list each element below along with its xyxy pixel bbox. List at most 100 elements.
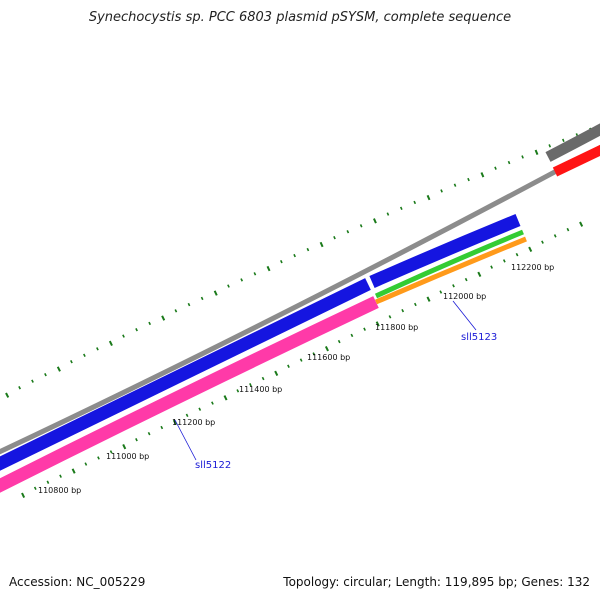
minor-tick (494, 166, 497, 170)
minor-tick (287, 364, 290, 368)
gene-label-leader (174, 419, 197, 461)
minor-tick (333, 235, 336, 240)
forward-cds-arc[interactable] (0, 278, 371, 471)
major-tick (172, 419, 177, 426)
major-tick (161, 315, 166, 321)
topology-summary: Topology: circular; Length: 119,895 bp; … (283, 575, 590, 589)
minor-tick (337, 339, 341, 344)
major-tick (223, 395, 228, 401)
minor-tick (122, 334, 125, 338)
major-tick (373, 218, 377, 224)
minor-tick (33, 486, 37, 491)
minor-tick (359, 224, 363, 228)
major-tick (528, 246, 533, 252)
major-tick (266, 265, 271, 272)
minor-tick (59, 474, 62, 478)
minor-tick (147, 431, 151, 436)
major-tick (477, 271, 482, 277)
minor-tick (346, 230, 350, 234)
minor-tick (148, 321, 152, 326)
major-tick (122, 444, 127, 450)
major-tick (274, 370, 279, 376)
minor-tick (548, 144, 552, 148)
reverse-cds-arc-sll5122[interactable] (0, 296, 379, 493)
major-tick (21, 492, 26, 498)
outer-tick-track (5, 127, 593, 398)
major-tick (534, 149, 539, 156)
ruler-label: 111000 bp (106, 452, 149, 461)
minor-tick (198, 407, 202, 411)
major-tick (319, 241, 324, 248)
minor-tick (413, 200, 417, 205)
forward-cds-arc-2[interactable] (369, 213, 521, 288)
minor-tick (174, 309, 178, 313)
minor-tick (249, 382, 252, 387)
ruler-label: 110800 bp (38, 486, 81, 495)
minor-tick (160, 425, 164, 430)
major-tick (56, 366, 61, 372)
minor-tick (135, 438, 138, 442)
major-tick (108, 340, 113, 347)
minor-tick (363, 327, 366, 331)
red-feature-arc[interactable] (552, 144, 600, 177)
minor-tick (187, 302, 191, 307)
minor-tick (541, 240, 544, 244)
minor-tick (83, 353, 86, 357)
minor-tick (44, 372, 47, 377)
minor-tick (399, 206, 403, 210)
minor-tick (31, 379, 34, 383)
minor-tick (240, 278, 244, 282)
minor-tick (350, 333, 354, 338)
minor-tick (401, 308, 405, 313)
minor-tick (253, 272, 257, 276)
ruler-label: 111200 bp (172, 418, 215, 427)
minor-tick (185, 413, 189, 418)
minor-tick (521, 155, 524, 159)
minor-tick (507, 160, 511, 165)
minor-tick (566, 227, 570, 232)
map-title: Synechocystis sp. PCC 6803 plasmid pSYSM… (88, 10, 512, 25)
ruler-label: 112200 bp (511, 263, 554, 272)
minor-tick (109, 450, 113, 454)
minor-tick (227, 284, 230, 288)
gene-label-sll5123[interactable]: sll5123 (461, 332, 497, 343)
ruler-label: 111400 bp (239, 385, 282, 394)
minor-tick (200, 296, 204, 301)
minor-tick (452, 284, 455, 288)
gray-feature-arc[interactable] (545, 123, 600, 162)
ruler-label: 111600 bp (307, 353, 350, 362)
major-tick (579, 221, 584, 227)
minor-tick (84, 462, 88, 466)
minor-tick (306, 247, 310, 252)
minor-tick (464, 277, 468, 282)
minor-tick (46, 480, 50, 484)
minor-tick (70, 360, 73, 364)
minor-tick (97, 456, 100, 460)
minor-tick (280, 259, 283, 264)
minor-tick (135, 328, 138, 332)
minor-tick (414, 302, 417, 307)
minor-tick (490, 265, 493, 269)
minor-tick (440, 189, 443, 193)
minor-tick (502, 259, 506, 263)
major-tick (213, 290, 218, 296)
minor-tick (18, 386, 21, 390)
gene-arc-green-sll5123[interactable] (374, 229, 524, 299)
inner-tick-track (21, 221, 584, 498)
major-tick (480, 172, 485, 178)
gene-label-sll5122[interactable]: sll5122 (195, 460, 231, 471)
minor-tick (261, 376, 265, 381)
ruler-label: 111800 bp (375, 323, 418, 332)
minor-tick (293, 253, 296, 258)
minor-tick (515, 252, 519, 257)
major-tick (426, 194, 431, 201)
minor-tick (236, 389, 240, 393)
ruler-label: 112000 bp (443, 292, 486, 301)
minor-tick (312, 352, 316, 356)
minor-tick (467, 177, 470, 182)
minor-tick (439, 290, 443, 294)
accession-text: Accession: NC_005229 (9, 575, 146, 589)
major-tick (324, 345, 329, 352)
minor-tick (386, 212, 390, 216)
gene-arc-orange[interactable] (375, 236, 527, 305)
